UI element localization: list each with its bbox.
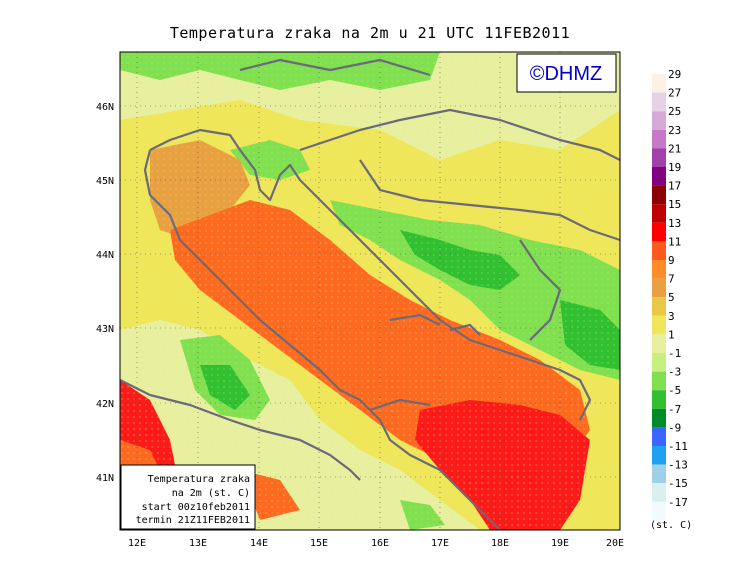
info-line1: Temperatura zraka	[148, 474, 250, 485]
colorbar-swatch	[652, 92, 666, 112]
colorbar-label: -1	[668, 347, 681, 360]
lon-tick: 17E	[431, 538, 449, 549]
colorbar-label: 3	[668, 310, 675, 323]
colorbar-swatch	[652, 222, 666, 242]
colorbar-label: -17	[668, 496, 688, 509]
colorbar-swatch	[652, 371, 666, 391]
colorbar-label: 5	[668, 291, 675, 304]
map-frame	[119, 51, 621, 531]
info-line2: na 2m (st. C)	[172, 488, 250, 499]
colorbar-label: 21	[668, 142, 681, 155]
colorbar-swatch	[652, 446, 666, 465]
colorbar-label: -13	[668, 459, 688, 472]
colorbar-swatch	[652, 334, 666, 353]
colorbar-label: 1	[668, 328, 675, 341]
colorbar-label: -5	[668, 384, 681, 397]
temperature-field	[120, 52, 620, 530]
lat-tick: 44N	[96, 250, 114, 261]
colorbar-swatch	[652, 185, 666, 205]
lat-tick: 43N	[96, 324, 114, 335]
colorbar-swatch	[652, 260, 666, 279]
lat-tick: 46N	[96, 102, 114, 113]
colorbar-label: 7	[668, 273, 675, 286]
lon-tick: 16E	[371, 538, 389, 549]
map-title: Temperatura zraka na 2m u 21 UTC 11FEB20…	[169, 24, 571, 42]
info-box: Temperatura zraka na 2m (st. C) start 00…	[120, 464, 256, 530]
colorbar-label: 11	[668, 235, 681, 248]
colorbar-label: 23	[668, 124, 681, 137]
colorbar-swatch	[652, 278, 666, 298]
info-line3: start 00z10feb2011	[142, 502, 250, 513]
colorbar-swatch	[652, 148, 666, 167]
colorbar-swatch	[652, 129, 666, 149]
graticule	[120, 52, 620, 530]
colorbar-swatch	[652, 74, 666, 93]
lon-tick: 15E	[310, 538, 328, 549]
lon-tick: 12E	[128, 538, 146, 549]
lon-tick: 14E	[250, 538, 268, 549]
colorbar-swatch	[652, 167, 666, 186]
colorbar-swatch	[652, 408, 666, 428]
colorbar-label: 17	[668, 180, 681, 193]
coastlines	[120, 58, 620, 530]
colorbar-swatch	[652, 111, 666, 130]
lon-ticks: 12E 13E 14E 15E 16E 17E 18E 19E 20E	[128, 538, 624, 549]
lat-tick: 42N	[96, 399, 114, 410]
colorbar: 29 27 25 23 21 19 17 15 13 11 9 7 5 3 1 -1 -3 -5 -7 -9 -11 -1…	[652, 68, 688, 521]
colorbar-swatch	[652, 241, 666, 260]
colorbar-swatch	[652, 501, 666, 521]
lon-tick: 20E	[606, 538, 624, 549]
colorbar-swatch	[652, 315, 666, 335]
lon-tick: 18E	[491, 538, 509, 549]
colorbar-label: -11	[668, 440, 688, 453]
lon-tick: 19E	[551, 538, 569, 549]
colorbar-label: -3	[668, 366, 681, 379]
colorbar-swatch	[652, 353, 666, 372]
colorbar-swatch	[652, 464, 666, 484]
lat-tick: 45N	[96, 176, 114, 187]
colorbar-swatch	[652, 204, 666, 223]
colorbar-label: 19	[668, 161, 681, 174]
colorbar-swatch	[652, 297, 666, 316]
colorbar-swatch	[652, 483, 666, 502]
colorbar-label: -15	[668, 477, 688, 490]
colorbar-label: 29	[668, 68, 681, 81]
dhmz-logo: ©DHMZ	[516, 53, 617, 93]
colorbar-label: 25	[668, 105, 681, 118]
info-line4: termin 21Z11FEB2011	[136, 515, 250, 526]
colorbar-label: -7	[668, 403, 681, 416]
logo-text: ©DHMZ	[530, 63, 603, 85]
colorbar-unit-label: (st. C)	[650, 520, 693, 531]
colorbar-label: 27	[668, 87, 681, 100]
lon-tick: 13E	[189, 538, 207, 549]
lat-tick: 41N	[96, 473, 114, 484]
lat-ticks: 41N 42N 43N 44N 45N 46N	[96, 102, 114, 484]
colorbar-label: -9	[668, 421, 681, 434]
colorbar-swatch	[652, 427, 666, 446]
colorbar-label: 9	[668, 254, 675, 267]
colorbar-label: 15	[668, 198, 681, 211]
colorbar-swatch	[652, 390, 666, 409]
colorbar-label: 13	[668, 217, 681, 230]
